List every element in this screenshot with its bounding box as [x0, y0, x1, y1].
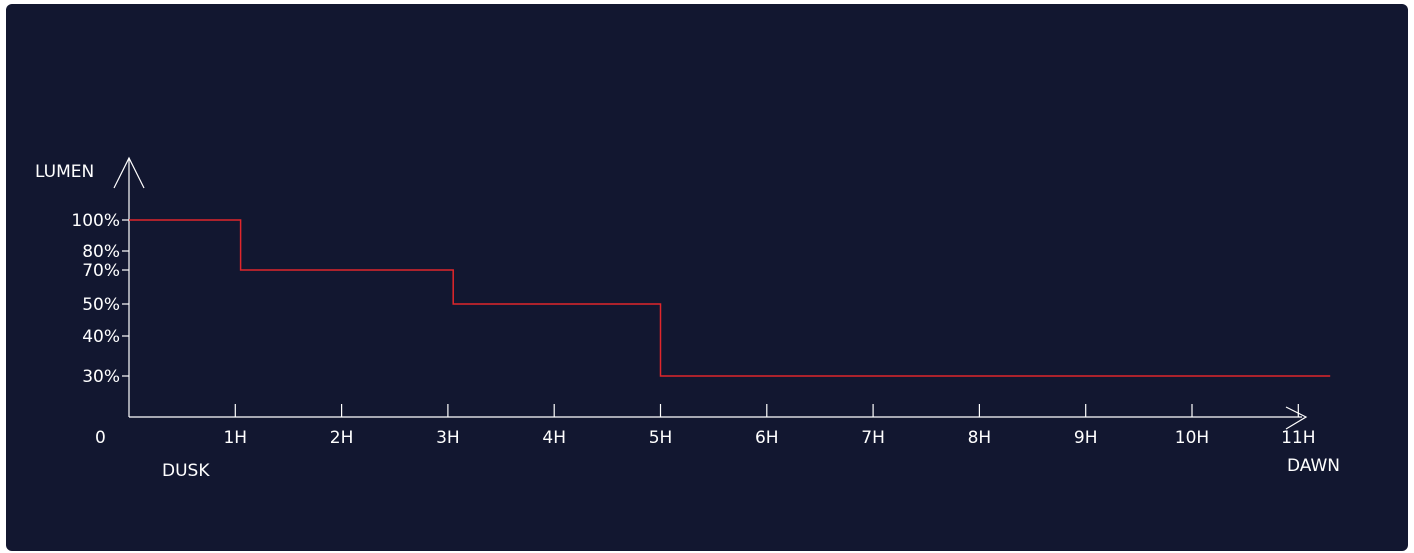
x-tick-label: 10H — [1175, 428, 1209, 448]
origin-label: 0 — [95, 428, 106, 448]
x-end-label: DAWN — [1287, 456, 1340, 476]
x-tick-label: 4H — [542, 428, 566, 448]
y-tick-label: 30% — [82, 367, 120, 387]
y-tick-label: 80% — [82, 242, 120, 262]
x-tick-label: 5H — [649, 428, 673, 448]
x-tick-label: 2H — [330, 428, 354, 448]
series-group — [129, 219, 1331, 377]
x-tick-label: 6H — [755, 428, 779, 448]
x-tick-label: 3H — [436, 428, 460, 448]
y-axis-label: LUMEN — [35, 162, 94, 182]
x-ticks: 1H 2H 3H 4H 5H 6H 7H 8H 9H 10H 11H — [223, 404, 1316, 448]
x-tick-label: 9H — [1074, 428, 1098, 448]
chart-panel — [6, 4, 1408, 551]
y-tick-label: 70% — [82, 261, 120, 281]
x-tick-label: 11H — [1281, 428, 1315, 448]
y-axis-arrow — [113, 156, 145, 189]
lumen-step-line — [129, 219, 1331, 377]
x-tick-label: 1H — [223, 428, 247, 448]
x-start-label: DUSK — [162, 461, 210, 481]
y-tick-label: 50% — [82, 295, 120, 315]
x-tick-label: 8H — [968, 428, 992, 448]
y-tick-label: 40% — [82, 327, 120, 347]
y-tick-label: 100% — [71, 211, 120, 231]
x-tick-label: 7H — [861, 428, 885, 448]
y-ticks: 100% 80%70% 50% 40% 30% — [71, 211, 129, 387]
x-axis-arrow — [1285, 406, 1308, 430]
